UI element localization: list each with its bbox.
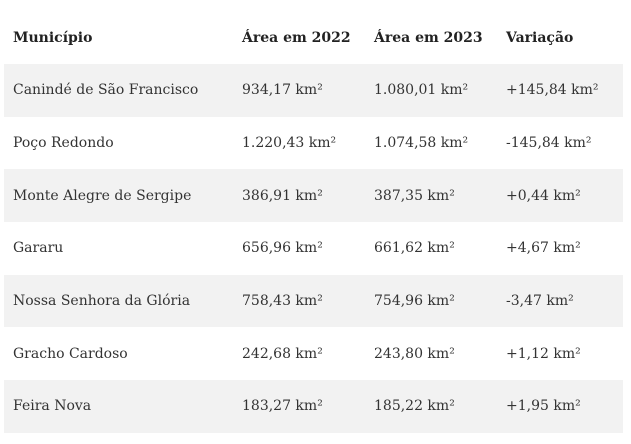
cell-area-2022: 1.220,43 km²: [233, 116, 365, 170]
cell-area-2023: 243,80 km²: [365, 327, 497, 381]
table-row: Nossa Senhora da Glória 758,43 km² 754,9…: [4, 274, 623, 328]
table-row: Canindé de São Francisco 934,17 km² 1.08…: [4, 64, 623, 117]
cell-municipio: Canindé de São Francisco: [4, 64, 233, 117]
area-table: Município Área em 2022 Área em 2023 Vari…: [4, 12, 623, 433]
cell-municipio: Gararu: [4, 222, 233, 275]
header-area-2023: Área em 2023: [365, 12, 497, 64]
cell-variacao: +4,67 km²: [497, 222, 623, 275]
cell-area-2022: 242,68 km²: [233, 327, 365, 381]
table-row: Poço Redondo 1.220,43 km² 1.074,58 km² -…: [4, 116, 623, 170]
cell-variacao: -145,84 km²: [497, 116, 623, 170]
cell-variacao: +0,44 km²: [497, 169, 623, 223]
cell-municipio: Poço Redondo: [4, 116, 233, 170]
area-table-container: Município Área em 2022 Área em 2023 Vari…: [4, 12, 623, 433]
cell-variacao: -3,47 km²: [497, 274, 623, 328]
cell-variacao: +145,84 km²: [497, 64, 623, 117]
cell-area-2023: 754,96 km²: [365, 274, 497, 328]
cell-area-2022: 758,43 km²: [233, 274, 365, 328]
cell-area-2023: 387,35 km²: [365, 169, 497, 223]
cell-municipio: Gracho Cardoso: [4, 327, 233, 381]
header-municipio: Município: [4, 12, 233, 64]
table-row: Monte Alegre de Sergipe 386,91 km² 387,3…: [4, 169, 623, 223]
cell-area-2022: 386,91 km²: [233, 169, 365, 223]
table-row: Feira Nova 183,27 km² 185,22 km² +1,95 k…: [4, 380, 623, 433]
cell-area-2022: 934,17 km²: [233, 64, 365, 117]
table-row: Gracho Cardoso 242,68 km² 243,80 km² +1,…: [4, 327, 623, 381]
cell-municipio: Nossa Senhora da Glória: [4, 274, 233, 328]
cell-variacao: +1,12 km²: [497, 327, 623, 381]
table-row: Gararu 656,96 km² 661,62 km² +4,67 km²: [4, 222, 623, 275]
cell-area-2022: 183,27 km²: [233, 380, 365, 433]
table-header-row: Município Área em 2022 Área em 2023 Vari…: [4, 12, 623, 64]
cell-area-2022: 656,96 km²: [233, 222, 365, 275]
header-area-2022: Área em 2022: [233, 12, 365, 64]
cell-municipio: Monte Alegre de Sergipe: [4, 169, 233, 223]
cell-area-2023: 1.074,58 km²: [365, 116, 497, 170]
header-variacao: Variação: [497, 12, 623, 64]
cell-variacao: +1,95 km²: [497, 380, 623, 433]
cell-area-2023: 185,22 km²: [365, 380, 497, 433]
cell-municipio: Feira Nova: [4, 380, 233, 433]
cell-area-2023: 1.080,01 km²: [365, 64, 497, 117]
cell-area-2023: 661,62 km²: [365, 222, 497, 275]
